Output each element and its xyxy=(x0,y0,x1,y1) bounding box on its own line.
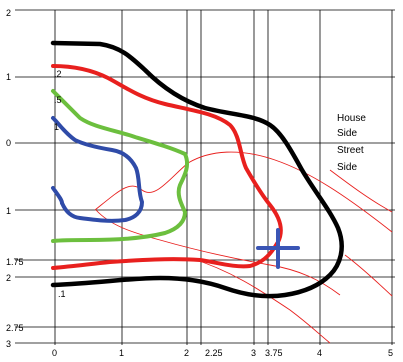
thin-red-lines xyxy=(94,151,393,344)
blue-contour-upper xyxy=(51,116,144,223)
x-label-2: 2 xyxy=(184,348,189,358)
y-label-1-75: 1.75 xyxy=(6,257,24,267)
curve-label-red: .2 xyxy=(54,69,62,79)
x-label-1: 1 xyxy=(119,348,124,358)
y-axis-labels: 2 1 0 1 1.75 2 2.75 3 xyxy=(6,8,24,349)
y-label-2-top: 2 xyxy=(6,8,11,18)
street-side-line2: Side xyxy=(337,162,357,173)
x-label-0: 0 xyxy=(52,348,57,358)
curve-labels: .2 .5 1 .1 xyxy=(54,69,66,299)
y-label-2-bottom: 2 xyxy=(6,273,11,283)
y-label-1-top: 1 xyxy=(6,72,11,82)
curve-label-green: .5 xyxy=(54,95,62,105)
x-label-2-25: 2.25 xyxy=(205,348,223,358)
black-contour xyxy=(50,40,344,299)
grid-vertical-lines xyxy=(54,10,393,345)
red-contour xyxy=(51,64,283,270)
x-label-3: 3 xyxy=(251,348,256,358)
curve-label-black: .1 xyxy=(58,289,66,299)
thin-red-line-upper xyxy=(94,151,393,233)
y-label-1-bottom: 1 xyxy=(6,206,11,216)
house-side-line2: Side xyxy=(337,128,357,139)
street-side-line1: Street xyxy=(337,145,364,156)
thin-red-line-bottom xyxy=(189,257,331,344)
curve-label-blue: 1 xyxy=(54,122,59,132)
house-side-line1: House xyxy=(337,113,366,124)
x-label-3-75: 3.75 xyxy=(265,348,283,358)
x-label-5: 5 xyxy=(388,348,393,358)
y-label-3: 3 xyxy=(6,339,11,349)
thin-red-line-mid xyxy=(95,209,341,296)
thin-red-line-lower-right xyxy=(344,254,393,297)
green-contour xyxy=(51,89,190,243)
zone-labels: House Side Street Side xyxy=(337,113,366,173)
x-axis-labels: 0 1 2 2.25 3 3.75 4 5 xyxy=(52,348,393,358)
y-label-0: 0 xyxy=(6,138,11,148)
x-label-4: 4 xyxy=(317,348,322,358)
plus-marker-icon xyxy=(256,228,300,269)
blue-contour-lower xyxy=(51,186,64,205)
y-label-2-75: 2.75 xyxy=(6,323,24,333)
thin-red-line-right xyxy=(329,169,393,213)
